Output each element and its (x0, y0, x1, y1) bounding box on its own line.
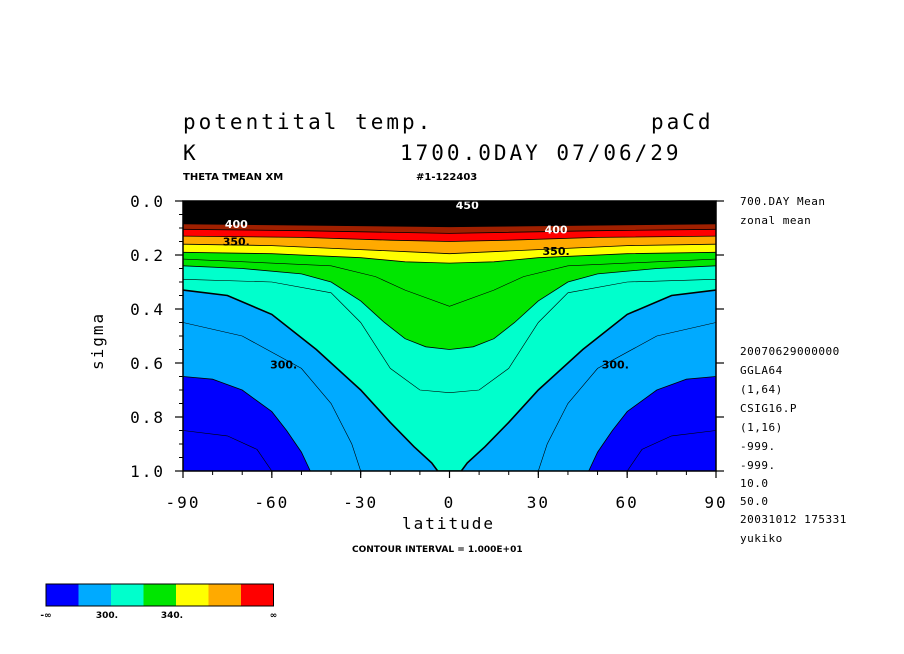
colorbar-label: 300. (96, 611, 118, 621)
contour-line-extra-2 (183, 322, 361, 471)
contour-line-300 (183, 289, 716, 471)
sidebar-item: 20070629000000 (740, 345, 840, 358)
contour-line-extra-1 (626, 430, 716, 471)
chart-title: potentital temp. (183, 110, 434, 134)
chart-time-label: 1700.0DAY 07/06/29 (400, 141, 682, 165)
x-axis-label: latitude (402, 514, 496, 533)
colorbar-frame (45, 583, 274, 607)
sidebar-item: 10.0 (740, 477, 769, 490)
variable-label: THETA TMEAN XM (183, 172, 284, 183)
sidebar-item: zonal mean (740, 214, 812, 227)
contour-label-2: 350. (223, 236, 250, 249)
chart-unit: K (183, 141, 199, 165)
sidebar-item: -999. (740, 459, 776, 472)
sidebar-item: 700.DAY Mean (740, 195, 826, 208)
run-id-label: #1-122403 (416, 172, 478, 183)
y-tick-label: 0.2 (130, 246, 165, 265)
sidebar-item: CSIG16.P (740, 402, 797, 415)
contour-line-350 (183, 243, 716, 255)
contour-line-470 (183, 223, 716, 228)
contour-lines (183, 218, 716, 471)
colorbar-label: -∞ (40, 611, 51, 621)
x-tick-label: -90 (166, 493, 201, 512)
x-tick-label: 60 (616, 493, 639, 512)
x-tick-label: 90 (704, 493, 727, 512)
contour-line-280 (183, 376, 716, 471)
contour-line-extra-0 (183, 430, 273, 471)
sidebar-item: 20031012 175331 (740, 513, 847, 526)
contour-label-4: 400 (225, 218, 248, 231)
x-tick-label: -60 (254, 493, 289, 512)
y-tick-label: 0.0 (130, 192, 165, 211)
sidebar-item: -999. (740, 440, 776, 453)
colorbar-swatch (111, 584, 144, 606)
contour-line-extra-5 (183, 258, 716, 307)
y-tick-label: 1.0 (130, 462, 165, 481)
colorbar-swatch (208, 584, 241, 606)
sidebar-item: GGLA64 (740, 364, 783, 377)
contour-line-320 (183, 265, 716, 350)
contour-label-5: 400 (545, 223, 568, 236)
y-tick-label: 0.4 (130, 300, 165, 319)
x-tick-label: -30 (343, 493, 378, 512)
contour-line-540 (183, 218, 716, 222)
sidebar-item: 50.0 (740, 495, 769, 508)
colorbar-label: ∞ (270, 611, 278, 621)
contour-label-1: 300. (602, 358, 629, 371)
contour-interval-label: CONTOUR INTERVAL = 1.000E+01 (352, 545, 523, 555)
contour-line-extra-3 (538, 322, 716, 471)
colorbar-swatch (78, 584, 111, 606)
y-tick-label: 0.6 (130, 354, 165, 373)
colorbar-swatch (241, 584, 274, 606)
contour-label-0: 300. (270, 358, 297, 371)
contour-label-6: 450 (456, 199, 479, 212)
contour-line-420 (183, 228, 716, 234)
axes: -90 -60 -30 0 30 60 90 0.0 0.2 0.4 0.6 0.8 1.0 (130, 192, 727, 512)
sidebar-item: (1,64) (740, 383, 783, 396)
sidebar-item: yukiko (740, 532, 783, 545)
chart-run-code: paCd (651, 110, 714, 134)
colorbar-swatch (176, 584, 209, 606)
contour-line-extra-4 (183, 279, 716, 394)
contour-label-3: 350. (543, 245, 570, 258)
y-tick-label: 0.8 (130, 408, 165, 427)
colorbar-label: 340. (161, 611, 183, 621)
colorbar-swatch (143, 584, 176, 606)
x-tick-label: 0 (444, 493, 456, 512)
x-tick-label: 30 (527, 493, 550, 512)
sidebar-item: (1,16) (740, 421, 783, 434)
contour-labels: 300. 300. 350. 350. 400 400 450 (223, 199, 629, 371)
fill-above-540 (183, 201, 716, 222)
contour-line-380 (183, 235, 716, 242)
contour-line-340 (183, 251, 716, 264)
colorbar-swatch (46, 584, 79, 606)
